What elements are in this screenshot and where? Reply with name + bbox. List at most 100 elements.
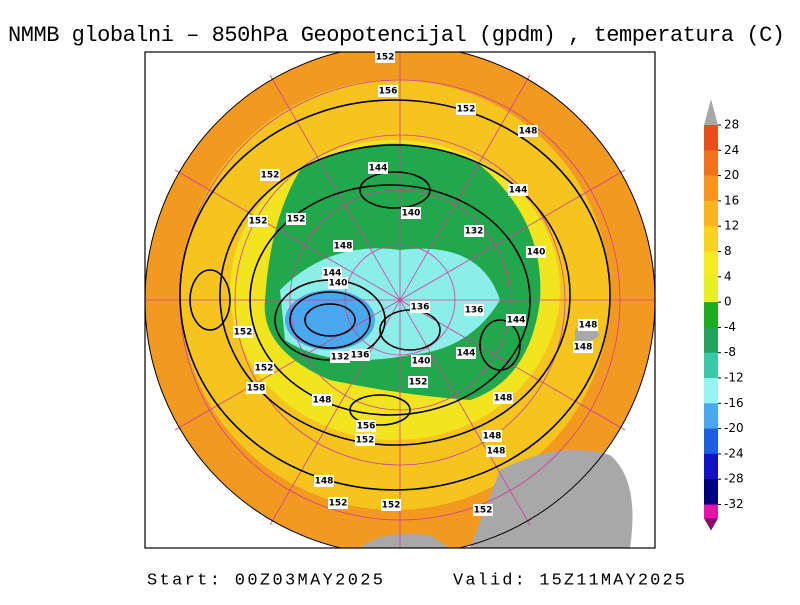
contour-label: 148: [334, 242, 353, 252]
contour-label: 148: [579, 321, 598, 331]
colorbar-band: [704, 150, 718, 177]
contour-label-bg: [248, 215, 268, 227]
colorbar-band: [704, 125, 718, 151]
colorbar-tick-label: 8: [724, 244, 732, 258]
contour-label: 144: [369, 164, 388, 174]
contour-label-bg: [368, 162, 388, 174]
colorbar-band: [704, 378, 718, 404]
contour-label: 148: [519, 127, 538, 137]
colorbar-tick-label: -12: [724, 371, 744, 385]
contour-label: 152: [287, 215, 306, 225]
contour-label: 132: [331, 353, 350, 363]
contour-label-bg: [260, 169, 280, 181]
contour-label: 148: [574, 343, 593, 353]
contour-label-bg: [493, 392, 513, 404]
contour-label-bg: [518, 125, 538, 137]
colorbar-tick-label: -16: [724, 396, 744, 410]
contour-label-bg: [356, 420, 376, 432]
colorbar-tick-label: 0: [724, 295, 732, 309]
colorbar-tick-label: 12: [724, 219, 739, 233]
colorbar-band: [704, 226, 718, 252]
colorbar-band: [704, 352, 718, 379]
colorbar-tick-label: 28: [724, 118, 739, 132]
colorbar-tick-label: 24: [724, 143, 739, 157]
contour-label-bg: [378, 85, 398, 97]
contour-label-bg: [233, 326, 253, 338]
contour-label-bg: [355, 434, 375, 446]
contour-label-bg: [333, 240, 353, 252]
contour-label: 148: [494, 394, 513, 404]
contour-label: 152: [234, 328, 253, 338]
land-mask: [470, 450, 633, 548]
contour-label: 144: [323, 269, 342, 279]
contour-label: 140: [412, 357, 431, 367]
valid-time: Valid: 15Z11MAY2025: [453, 571, 685, 590]
contour-label-bg: [254, 362, 274, 374]
contour-label: 144: [457, 349, 476, 359]
contour-label-bg: [526, 246, 546, 258]
contour-label-bg: [410, 301, 430, 313]
contour-label: 136: [411, 303, 430, 313]
colorbar-band: [704, 327, 718, 354]
colorbar-band: [704, 403, 718, 430]
contour-label-bg: [473, 504, 493, 516]
contour-label-bg: [246, 382, 266, 394]
contour-label-bg: [350, 349, 370, 361]
contour-label: 152: [249, 217, 268, 227]
contour-label: 152: [255, 364, 274, 374]
contour-label: 140: [329, 279, 348, 289]
contour-label-bg: [401, 207, 421, 219]
coldest-zone: [285, 290, 375, 350]
contour-label: 152: [474, 506, 493, 516]
contour-label: 152: [457, 105, 476, 115]
colorbar-band: [704, 276, 718, 303]
contour-label: 152: [382, 501, 401, 511]
contour-label: 144: [507, 316, 526, 326]
colorbar-tick-label: 4: [724, 269, 732, 283]
contour-label: 156: [379, 87, 398, 97]
contour-label-bg: [482, 430, 502, 442]
contour-label: 152: [261, 171, 280, 181]
contour-label: 148: [487, 447, 506, 457]
colorbar-tick-label: -28: [724, 472, 744, 486]
contour-label: 158: [247, 384, 266, 394]
contour-label-bg: [322, 267, 342, 279]
contour-label: 136: [465, 306, 484, 316]
contour-label-bg: [375, 51, 395, 63]
contour-label-bg: [464, 225, 484, 237]
colorbar-tick-label: -4: [724, 320, 736, 334]
colorbar-band: [704, 453, 718, 480]
contour-label: 152: [376, 53, 395, 63]
map: [145, 52, 655, 548]
colorbar-band: [704, 175, 718, 202]
map-frame: [144, 51, 656, 549]
colorbar-band: [704, 251, 718, 278]
colorbar-band: [704, 302, 718, 328]
contour-label-bg: [312, 394, 332, 406]
contour-label-bg: [578, 319, 598, 331]
land-mask: [360, 533, 450, 548]
contour-label: 152: [409, 378, 428, 388]
contour-label-bg: [508, 184, 528, 196]
contour-label-bg: [330, 351, 350, 363]
colorbar-tick-label: -24: [724, 446, 744, 460]
colorbar-tick-label: 20: [724, 168, 739, 182]
contour-label: 132: [465, 227, 484, 237]
contour-label-bg: [328, 497, 348, 509]
colorbar-tick-label: -8: [724, 345, 736, 359]
colorbar-band: [704, 200, 718, 227]
contour-label: 148: [315, 477, 334, 487]
contours: [179, 99, 611, 491]
contour-label: 144: [509, 186, 528, 196]
contour-label-bg: [408, 376, 428, 388]
contour-label: 148: [483, 432, 502, 442]
contour-label-bg: [464, 304, 484, 316]
contour-label: 148: [313, 396, 332, 406]
contour-label-bg: [456, 103, 476, 115]
contour-label-bg: [381, 499, 401, 511]
contour-label-bg: [328, 277, 348, 289]
contour-label-bg: [411, 355, 431, 367]
contour-label: 156: [357, 422, 376, 432]
contour-label-bg: [573, 341, 593, 353]
